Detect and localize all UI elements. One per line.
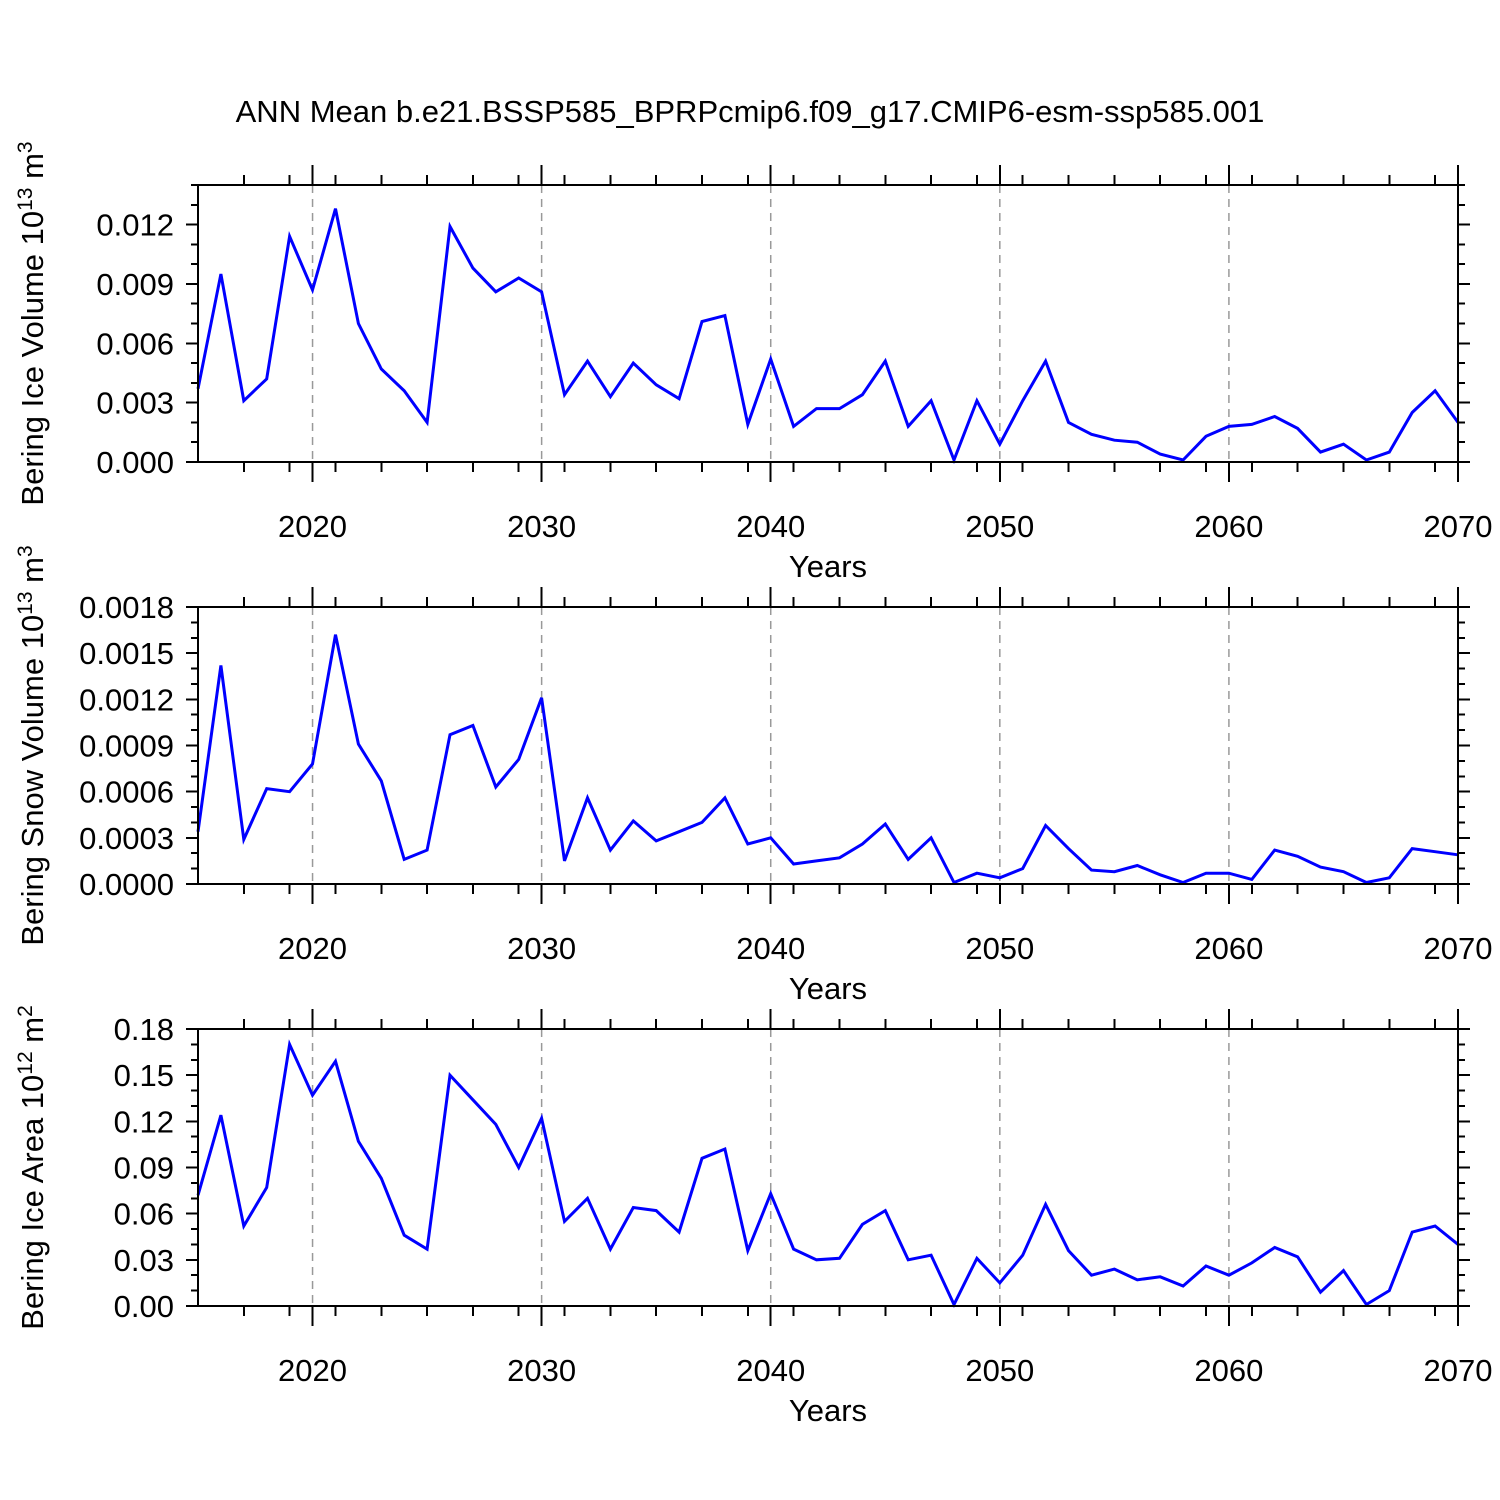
y-tick-label: 0.0000 (79, 867, 174, 902)
y-tick-label: 0.00 (114, 1289, 174, 1324)
y-axis-title: Bering Ice Area 1012 m2 (14, 1005, 50, 1330)
x-tick-label: 2030 (507, 931, 576, 966)
x-axis-title: Years (789, 549, 867, 584)
x-tick-label: 2040 (736, 509, 805, 544)
x-tick-label: 2070 (1424, 1353, 1493, 1388)
x-tick-label: 2070 (1424, 509, 1493, 544)
x-tick-label: 2070 (1424, 931, 1493, 966)
x-tick-label: 2050 (965, 931, 1034, 966)
x-tick-label: 2050 (965, 1353, 1034, 1388)
x-tick-label: 2020 (278, 509, 347, 544)
x-tick-labels: 2020 2030 2040 2050 2060 2070 (278, 931, 1492, 966)
bering-snow-volume-line (196, 634, 1459, 885)
y-tick-label: 0.0006 (79, 775, 174, 810)
y-tick-label: 0.0003 (79, 821, 174, 856)
y-tick-label: 0.009 (96, 267, 174, 302)
x-tick-label: 2030 (507, 509, 576, 544)
y-tick-labels: 0.00 0.03 0.06 0.09 0.12 0.15 0.18 (114, 1012, 174, 1324)
x-tick-label: 2020 (278, 1353, 347, 1388)
y-tick-label: 0.0018 (79, 590, 174, 625)
x-tick-label: 2030 (507, 1353, 576, 1388)
y-tick-labels: 0.0000 0.0003 0.0006 0.0009 0.0012 0.0015 0.00… (79, 590, 174, 902)
x-gridlines (311, 185, 1230, 462)
y-tick-label: 0.0012 (79, 682, 174, 717)
y-axis-title: Bering Ice Volume 1013 m3 (14, 141, 50, 505)
plot-frame (196, 1027, 1460, 1308)
axis-ticks (186, 165, 1470, 482)
y-tick-label: 0.0015 (79, 636, 174, 671)
axis-ticks (186, 587, 1470, 904)
x-tick-label: 2020 (278, 931, 347, 966)
y-tick-label: 0.003 (96, 386, 174, 421)
chart-title: ANN Mean b.e21.BSSP585_BPRPcmip6.f09_g17… (235, 94, 1265, 129)
axis-ticks (186, 1009, 1470, 1326)
y-tick-label: 0.18 (114, 1012, 174, 1047)
x-tick-labels: 2020 2030 2040 2050 2060 2070 (278, 509, 1492, 544)
plot-frame (196, 605, 1460, 886)
panel-bering-ice-area: 2020 2030 2040 2050 2060 2070 0.00 0.03 0.06 0.09… (14, 1005, 1492, 1428)
y-axis-title: Bering Snow Volume 1013 m3 (14, 545, 50, 945)
panel-bering-snow-volume: 2020 2030 2040 2050 2060 20700.00000.00030.00… (14, 545, 1492, 1006)
bering-ice-area-line (196, 1039, 1459, 1308)
y-tick-label: 0.0009 (79, 729, 174, 764)
x-tick-labels: 2020 2030 2040 2050 2060 2070 (278, 1353, 1492, 1388)
y-tick-label: 0.09 (114, 1151, 174, 1186)
panel-bering-ice-volume: 2020 2030 2040 2050 2060 20700.0000.0030.0060… (14, 141, 1492, 584)
x-tick-label: 2060 (1194, 509, 1263, 544)
x-tick-label: 2060 (1194, 931, 1263, 966)
y-tick-label: 0.006 (96, 326, 174, 361)
y-tick-label: 0.000 (96, 445, 174, 480)
plot-frame (196, 183, 1460, 464)
y-tick-labels: 0.000 0.003 0.006 0.009 0.012 (96, 208, 174, 480)
x-gridlines (311, 607, 1230, 884)
x-tick-label: 2060 (1194, 1353, 1263, 1388)
y-tick-label: 0.012 (96, 208, 174, 243)
y-tick-label: 0.12 (114, 1104, 174, 1139)
y-tick-label: 0.15 (114, 1058, 174, 1093)
x-axis-title: Years (789, 1393, 867, 1428)
y-tick-label: 0.03 (114, 1243, 174, 1278)
y-tick-label: 0.06 (114, 1197, 174, 1232)
x-tick-label: 2040 (736, 1353, 805, 1388)
x-tick-label: 2050 (965, 509, 1034, 544)
x-gridlines (311, 1029, 1230, 1306)
bering-ice-volume-line (196, 208, 1460, 465)
x-tick-label: 2040 (736, 931, 805, 966)
x-axis-title: Years (789, 971, 867, 1006)
